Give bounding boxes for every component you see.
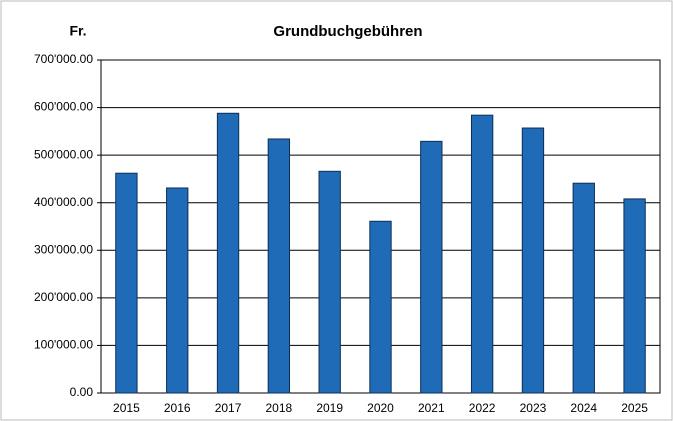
- x-tick-label: 2025: [621, 401, 648, 415]
- y-tick-label: 500'000.00: [34, 147, 93, 161]
- y-tick-label: 400'000.00: [34, 195, 93, 209]
- x-tick-label: 2024: [570, 401, 597, 415]
- x-tick-label: 2016: [164, 401, 191, 415]
- y-tick-label: 0.00: [70, 385, 94, 399]
- x-tick-label: 2022: [469, 401, 496, 415]
- bar: [420, 140, 443, 394]
- bar: [216, 112, 240, 394]
- y-tick-label: 200'000.00: [34, 290, 93, 304]
- x-tick-label: 2020: [367, 401, 394, 415]
- bar: [470, 114, 494, 394]
- bar: [166, 187, 189, 394]
- x-tick-label: 2021: [418, 401, 445, 415]
- y-tick-label: 600'000.00: [34, 100, 93, 114]
- bar: [623, 198, 646, 394]
- y-tick-label: 700'000.00: [34, 52, 93, 66]
- x-tick-label: 2015: [113, 401, 140, 415]
- y-tick-label: 300'000.00: [34, 242, 93, 256]
- bar: [369, 220, 392, 394]
- x-tick-label: 2023: [520, 401, 547, 415]
- bar: [267, 138, 291, 394]
- y-unit-label: Fr.: [69, 23, 86, 39]
- bar: [318, 170, 341, 394]
- bar: [115, 172, 138, 394]
- y-tick-label: 100'000.00: [34, 338, 93, 352]
- x-tick-label: 2018: [266, 401, 293, 415]
- bar: [521, 127, 545, 394]
- bar: [572, 182, 595, 394]
- x-tick-label: 2019: [316, 401, 343, 415]
- chart-title: Grundbuchgebühren: [273, 23, 422, 40]
- x-tick-label: 2017: [215, 401, 242, 415]
